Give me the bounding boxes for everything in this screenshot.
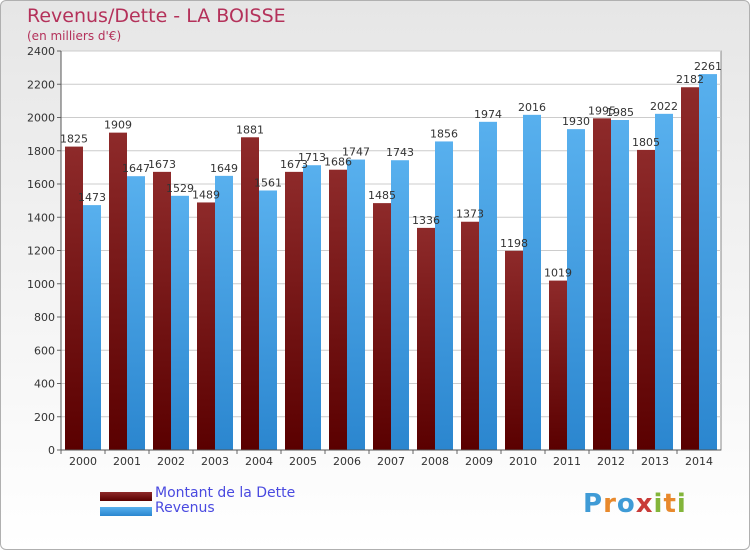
bar-dette bbox=[65, 146, 83, 450]
legend-label-dette: Montant de la Dette bbox=[155, 485, 296, 501]
x-tick-label: 2005 bbox=[289, 455, 317, 468]
y-tick-label: 1600 bbox=[27, 178, 55, 191]
data-label: 1805 bbox=[632, 136, 660, 149]
data-label: 1019 bbox=[544, 267, 572, 280]
x-tick-label: 2006 bbox=[333, 455, 361, 468]
data-label: 1647 bbox=[122, 162, 150, 175]
legend-swatch-revenus bbox=[100, 507, 152, 516]
y-tick-label: 0 bbox=[48, 444, 55, 457]
bar-dette bbox=[197, 202, 215, 450]
bar-revenus bbox=[171, 195, 189, 450]
x-tick-label: 2007 bbox=[377, 455, 405, 468]
y-tick-label: 800 bbox=[34, 311, 55, 324]
y-tick-label: 1200 bbox=[27, 245, 55, 258]
y-tick-label: 600 bbox=[34, 344, 55, 357]
bar-revenus bbox=[347, 159, 365, 450]
proxiti-logo: Proxiti bbox=[583, 489, 687, 519]
data-label: 1649 bbox=[210, 162, 238, 175]
data-label: 1974 bbox=[474, 108, 502, 121]
bar-revenus bbox=[435, 141, 453, 450]
bar-revenus bbox=[567, 129, 585, 450]
x-tick-label: 2010 bbox=[509, 455, 537, 468]
bar-revenus bbox=[479, 121, 497, 450]
bar-dette bbox=[109, 132, 127, 450]
bar-dette bbox=[329, 169, 347, 450]
bar-dette bbox=[417, 227, 435, 450]
bar-dette bbox=[505, 250, 523, 450]
bar-dette bbox=[637, 149, 655, 450]
data-label: 2182 bbox=[676, 73, 704, 86]
data-label: 2261 bbox=[694, 60, 722, 73]
data-label: 1881 bbox=[236, 123, 264, 136]
legend-swatch-dette bbox=[100, 492, 152, 501]
data-label: 2016 bbox=[518, 101, 546, 114]
legend-label-revenus: Revenus bbox=[155, 500, 215, 516]
data-label: 1909 bbox=[104, 119, 132, 132]
x-tick-label: 2009 bbox=[465, 455, 493, 468]
x-tick-label: 2014 bbox=[685, 455, 713, 468]
data-label: 1489 bbox=[192, 188, 220, 201]
x-tick-label: 2000 bbox=[69, 455, 97, 468]
y-tick-label: 2200 bbox=[27, 78, 55, 91]
data-label: 1529 bbox=[166, 182, 194, 195]
data-label: 1995 bbox=[588, 104, 616, 117]
x-tick-label: 2012 bbox=[597, 455, 625, 468]
data-label: 1713 bbox=[298, 151, 326, 164]
data-label: 1673 bbox=[148, 158, 176, 171]
y-tick-label: 200 bbox=[34, 411, 55, 424]
chart-subtitle: (en milliers d'€) bbox=[27, 29, 122, 43]
data-label: 1673 bbox=[280, 158, 308, 171]
data-label: 1686 bbox=[324, 156, 352, 169]
y-tick-label: 1800 bbox=[27, 145, 55, 158]
bar-revenus bbox=[259, 190, 277, 450]
bar-revenus bbox=[83, 205, 101, 450]
bar-dette bbox=[153, 171, 171, 450]
data-label: 1825 bbox=[60, 133, 88, 146]
y-tick-label: 1400 bbox=[27, 211, 55, 224]
x-tick-label: 2008 bbox=[421, 455, 449, 468]
bar-dette bbox=[593, 118, 611, 451]
chart-title: Revenus/Dette - LA BOISSE bbox=[27, 5, 286, 27]
bar-revenus bbox=[127, 176, 145, 450]
bar-revenus bbox=[215, 175, 233, 450]
data-label: 1747 bbox=[342, 146, 370, 159]
bar-revenus bbox=[655, 113, 673, 450]
bar-revenus bbox=[699, 74, 717, 450]
x-tick-label: 2003 bbox=[201, 455, 229, 468]
bar-dette bbox=[241, 137, 259, 450]
data-label: 2022 bbox=[650, 100, 678, 113]
data-label: 1930 bbox=[562, 115, 590, 128]
y-tick-label: 400 bbox=[34, 378, 55, 391]
y-tick-label: 2000 bbox=[27, 112, 55, 125]
data-label: 1485 bbox=[368, 189, 396, 202]
bar-revenus bbox=[391, 160, 409, 450]
data-label: 1198 bbox=[500, 237, 528, 250]
data-label: 1561 bbox=[254, 176, 282, 189]
data-label: 1336 bbox=[412, 214, 440, 227]
data-label: 1743 bbox=[386, 146, 414, 159]
y-tick-label: 1000 bbox=[27, 278, 55, 291]
bar-revenus bbox=[523, 114, 541, 450]
y-tick-label: 2400 bbox=[27, 45, 55, 58]
data-label: 1373 bbox=[456, 208, 484, 221]
bar-revenus bbox=[611, 119, 629, 451]
bar-dette bbox=[373, 203, 391, 450]
x-tick-label: 2004 bbox=[245, 455, 273, 468]
x-tick-label: 2013 bbox=[641, 455, 669, 468]
bar-dette bbox=[681, 87, 699, 451]
bar-dette bbox=[285, 171, 303, 450]
x-tick-label: 2011 bbox=[553, 455, 581, 468]
bar-dette bbox=[461, 221, 479, 450]
bar-revenus bbox=[303, 165, 321, 450]
data-label: 1985 bbox=[606, 106, 634, 119]
x-tick-label: 2001 bbox=[113, 455, 141, 468]
x-tick-label: 2002 bbox=[157, 455, 185, 468]
data-label: 1856 bbox=[430, 127, 458, 140]
bar-dette bbox=[549, 280, 567, 450]
data-label: 1473 bbox=[78, 191, 106, 204]
